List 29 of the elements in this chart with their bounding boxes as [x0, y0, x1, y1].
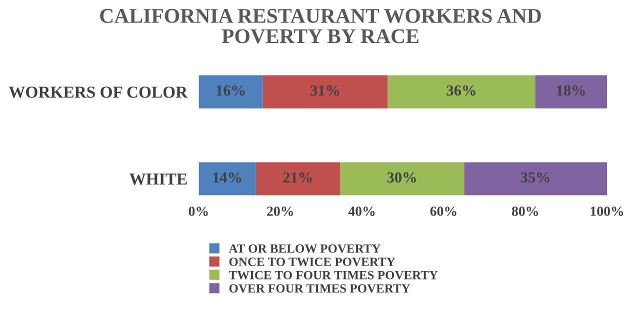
x-tick-label: 20%: [267, 206, 293, 216]
data-label: 21%: [283, 172, 312, 183]
data-label: 30%: [387, 172, 416, 183]
x-tick-label: 0%: [188, 206, 208, 216]
x-tick-label: 100%: [590, 206, 624, 216]
y-tick-label: WORKERS OF COLOR: [8, 86, 188, 98]
data-label: 18%: [557, 85, 585, 96]
data-label: 31%: [310, 85, 340, 96]
bar: [198, 162, 256, 196]
bar: [262, 75, 388, 108]
data-label: 14%: [213, 172, 242, 183]
legend-label: AT OR BELOW POVERTY: [228, 244, 381, 253]
legend-label: ONCE TO TWICE POVERTY: [229, 258, 396, 266]
data-label: 16%: [216, 85, 245, 96]
chart-title: CALIFORNIA RESTAURANT WORKERS AND POVERTY BY RACE: [100, 8, 541, 44]
legend-label: TWICE TO FOUR TIMES POVERTY: [228, 270, 438, 280]
bar: [388, 75, 536, 108]
bar: [256, 162, 340, 196]
y-tick-label: WHITE: [129, 174, 187, 185]
data-label: 36%: [446, 85, 476, 96]
bar: [464, 162, 608, 196]
x-tick-label: 60%: [430, 206, 456, 216]
legend-label: OVER FOUR TIMES POVERTY: [229, 284, 410, 293]
data-label: 35%: [520, 172, 550, 183]
x-tick-label: 80%: [512, 206, 538, 216]
x-tick-label: 40%: [348, 206, 375, 216]
bar: [340, 162, 464, 196]
bar: [535, 75, 608, 108]
bar: [198, 75, 263, 108]
